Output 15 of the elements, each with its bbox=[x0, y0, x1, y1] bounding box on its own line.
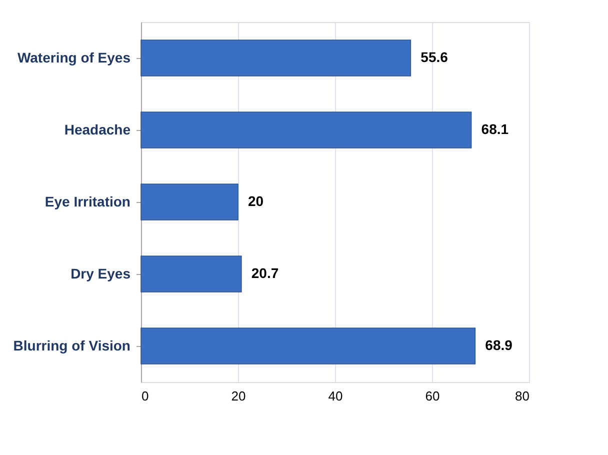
data-label: 68.1 bbox=[481, 121, 509, 137]
data-label: 68.9 bbox=[485, 337, 513, 353]
x-tick-label: 40 bbox=[328, 388, 343, 404]
data-label: 55.6 bbox=[420, 49, 448, 65]
y-tick-label: Watering of Eyes bbox=[17, 50, 131, 66]
x-tick-label: 0 bbox=[142, 388, 149, 404]
x-tick-label: 80 bbox=[515, 388, 530, 404]
data-label: 20.7 bbox=[251, 265, 279, 281]
x-tick-label: 60 bbox=[425, 388, 440, 404]
y-tick-label: Blurring of Vision bbox=[13, 338, 130, 354]
y-tick-label: Dry Eyes bbox=[70, 266, 131, 282]
y-tick-label: Eye Irritation bbox=[44, 194, 130, 210]
x-tick-label: 20 bbox=[231, 388, 246, 404]
data-label: 20 bbox=[248, 193, 264, 209]
y-tick-label: Headache bbox=[64, 122, 131, 138]
